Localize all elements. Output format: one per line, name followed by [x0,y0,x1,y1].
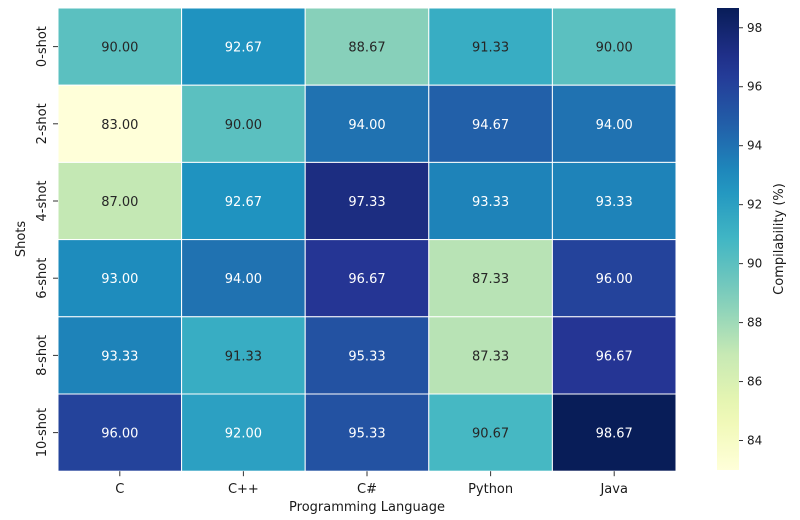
cell-value-label: 98.67 [596,427,633,442]
y-tick-label: 2-shot [35,103,50,144]
cell-value-label: 87.33 [472,349,509,364]
cell-value-label: 94.00 [348,118,385,133]
cell-value-label: 91.33 [225,349,262,364]
cell-value-label: 95.33 [348,427,385,442]
heatmap-cell [57,84,183,163]
cell-value-label: 93.00 [101,272,138,287]
heatmap-cell [428,393,553,472]
cell-value-label: 93.33 [101,349,138,364]
cell-value-label: 90.00 [101,41,138,56]
cell-value-label: 92.67 [225,195,262,210]
colorbar-tick-label: 98 [747,21,762,35]
cell-value-label: 96.67 [596,349,633,364]
heatmap-cell [551,84,677,163]
cell-value-label: 88.67 [348,41,385,56]
heatmap-cell [304,316,430,395]
heatmap-cell [57,7,183,86]
x-axis-label: Programming Language [289,500,445,515]
cell-value-label: 96.00 [101,427,138,442]
heatmap-cell [551,239,677,318]
heatmap-cell [428,239,553,318]
x-tick-label: C [115,482,124,497]
y-tick-label: 6-shot [35,258,50,299]
colorbar-tick-label: 96 [747,80,762,94]
cell-value-label: 94.00 [225,272,262,287]
colorbar-tick-label: 84 [747,434,762,448]
heatmap-cell [304,161,430,241]
colorbar-tick-label: 92 [747,198,762,212]
heatmap-cell [551,393,677,472]
heatmap-cell [304,84,430,163]
colorbar-tick-label: 86 [747,375,762,389]
y-axis-label: Shots [14,221,29,258]
colorbar-tick-label: 94 [747,139,762,153]
cell-value-label: 87.00 [101,195,138,210]
y-tick-label: 10-shot [35,408,50,457]
x-tick-label: Java [599,482,627,497]
cell-value-label: 97.33 [348,195,385,210]
heatmap-cell [551,316,677,395]
heatmap-cell [551,7,677,86]
y-tick-label: 8-shot [35,335,50,376]
colorbar-ticks: 84 86 88 90 92 94 96 98 [739,21,762,448]
heatmap-cell [428,7,553,86]
x-tick-label: C++ [228,482,259,497]
cell-value-label: 94.67 [472,118,509,133]
heatmap-cell [304,7,430,86]
cell-value-label: 90.00 [596,41,633,56]
colorbar-tick-label: 90 [747,257,762,271]
heatmap-cell [551,161,677,241]
cell-value-label: 93.33 [472,195,509,210]
cell-value-label: 90.00 [225,118,262,133]
cell-value-label: 87.33 [472,272,509,287]
heatmap-cell [181,316,306,395]
heatmap-cell [57,316,183,395]
x-tick-label: Python [468,482,513,497]
y-tick-label: 4-shot [35,180,50,221]
heatmap-cell [181,239,306,318]
heatmap-cell [181,393,306,472]
cell-value-label: 92.00 [225,427,262,442]
heatmap-cell [304,393,430,472]
colorbar-label: Compilability (%) [772,183,787,295]
y-axis-ticks: 0-shot 2-shot 4-shot 6-shot 8-shot 10-shot [35,26,58,457]
cell-value-label: 94.00 [596,118,633,133]
heatmap-cells: 90.00 92.67 88.67 91.33 90.00 83.00 90.00 94.00… [57,7,677,472]
x-tick-label: C# [357,482,377,497]
y-tick-label: 0-shot [35,26,50,67]
colorbar [717,8,739,470]
cell-value-label: 90.67 [472,427,509,442]
cell-value-label: 91.33 [472,41,509,56]
cell-value-label: 93.33 [596,195,633,210]
cell-value-label: 96.00 [596,272,633,287]
cell-value-label: 95.33 [348,349,385,364]
x-axis-ticks: C C++ C# Python Java [115,471,628,497]
heatmap-cell [304,239,430,318]
heatmap-cell [181,7,306,86]
cell-value-label: 83.00 [101,118,138,133]
heatmap-cell [428,161,553,241]
colorbar-tick-label: 88 [747,316,762,330]
heatmap-cell [181,161,306,241]
cell-value-label: 92.67 [225,41,262,56]
cell-value-label: 96.67 [348,272,385,287]
